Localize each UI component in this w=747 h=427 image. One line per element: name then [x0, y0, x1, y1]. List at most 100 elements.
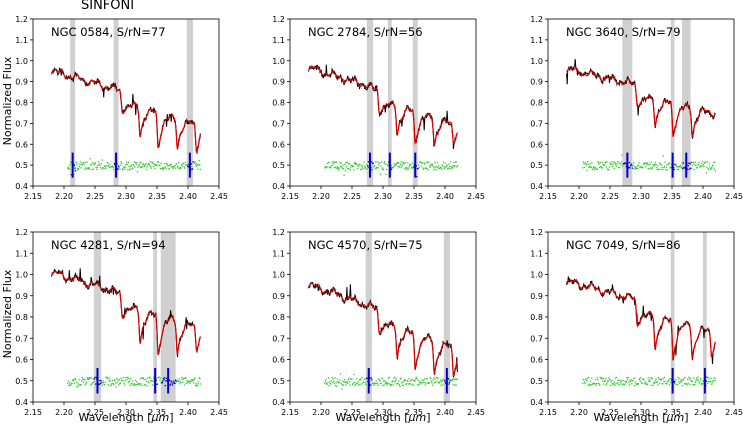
residual-point: [193, 382, 195, 384]
residual-point: [148, 163, 150, 165]
residual-point: [662, 155, 664, 157]
residual-point: [408, 378, 410, 380]
residual-point: [90, 164, 92, 166]
residual-point: [441, 379, 443, 382]
y-tick-label: 1.0: [15, 271, 28, 280]
residual-point: [607, 380, 609, 382]
residual-point: [604, 379, 606, 382]
residual-point: [657, 164, 659, 167]
residual-point: [145, 380, 148, 383]
residual-point: [359, 163, 361, 166]
residual-point: [430, 380, 433, 382]
residual-point: [418, 166, 420, 169]
residual-point: [107, 384, 109, 386]
residual-point: [347, 163, 350, 165]
residual-point: [690, 380, 692, 382]
residual-point: [374, 161, 377, 163]
residual-point: [147, 377, 149, 379]
residual-point: [679, 381, 681, 383]
residual-point: [197, 381, 200, 383]
residual-point: [670, 163, 672, 166]
panel-6: 2.15 2.20 2.25 2.30 2.35 2.40 2.45 0.4 0.5 0.6 0.7…: [530, 228, 743, 417]
residual-point: [144, 383, 146, 386]
residual-point: [408, 164, 411, 166]
masked-residual-point: [113, 162, 116, 165]
residual-point: [622, 383, 624, 385]
residual-point: [698, 161, 700, 163]
residual-point: [341, 384, 343, 386]
residual-point: [197, 164, 200, 166]
residual-point: [634, 166, 636, 168]
residual-point: [453, 166, 456, 168]
residual-point: [167, 165, 169, 167]
x-tick-label: 2.45: [467, 408, 485, 417]
x-tick-label: 2.35: [405, 408, 423, 417]
masked-residual-point: [172, 382, 174, 385]
residual-point: [396, 161, 399, 164]
residual-point: [93, 381, 95, 383]
residual-point: [698, 382, 700, 384]
residual-point: [442, 165, 444, 167]
residual-point: [181, 376, 183, 379]
residual-point: [699, 381, 701, 383]
residual-point: [363, 161, 365, 163]
residual-point: [92, 378, 94, 380]
residual-point: [427, 161, 429, 163]
y-tick-label: 0.8: [15, 313, 28, 322]
residual-point: [170, 165, 172, 167]
residual-point: [111, 165, 114, 167]
residual-point: [86, 161, 88, 163]
residual-point: [585, 164, 588, 166]
observed-spectrum: [566, 59, 716, 139]
residual-point: [677, 165, 679, 168]
masked-residual-point: [190, 163, 193, 165]
residual-point: [90, 377, 93, 379]
residual-point: [135, 383, 137, 386]
residual-point: [335, 166, 337, 169]
residual-point: [91, 382, 94, 384]
residual-point: [431, 384, 434, 386]
residual-point: [453, 161, 455, 164]
residual-point: [429, 166, 431, 169]
residual-point: [374, 382, 377, 384]
y-tick-label: 1.0: [272, 271, 285, 280]
residual-point: [111, 379, 114, 382]
masked-residual-point: [447, 378, 450, 380]
residual-point: [186, 163, 188, 166]
x-tick-label: 2.45: [725, 192, 743, 201]
residual-point: [411, 166, 413, 169]
residual-point: [407, 162, 409, 164]
residual-point: [113, 379, 116, 381]
residual-point: [328, 381, 331, 383]
residual-point: [590, 384, 592, 386]
masked-residual-point: [628, 161, 631, 164]
residual-point: [151, 380, 153, 382]
residual-point: [398, 384, 400, 386]
residual-point: [664, 380, 666, 383]
masked-residual-point: [689, 163, 691, 165]
y-tick-label: 1.1: [272, 249, 285, 258]
residual-point: [679, 164, 681, 167]
x-tick-label: 2.25: [343, 192, 361, 201]
residual-point: [393, 377, 395, 379]
residual-point: [400, 377, 402, 379]
mask-band: [622, 19, 633, 186]
residual-point: [327, 165, 329, 168]
residual-point: [605, 383, 608, 386]
residual-point: [431, 382, 433, 384]
residual-point: [149, 161, 151, 163]
residual-point: [365, 164, 368, 166]
residual-point: [403, 380, 405, 382]
residual-point: [104, 381, 106, 383]
residual-point: [74, 378, 77, 380]
residual-point: [124, 379, 126, 382]
residual-point: [591, 168, 594, 171]
masked-residual-point: [192, 161, 194, 163]
residual-point: [130, 164, 133, 166]
masked-residual-point: [369, 377, 371, 379]
residual-point: [441, 380, 443, 382]
masked-residual-point: [164, 377, 166, 379]
residual-point: [372, 382, 374, 384]
residual-point: [325, 167, 328, 169]
residual-point: [582, 161, 585, 163]
